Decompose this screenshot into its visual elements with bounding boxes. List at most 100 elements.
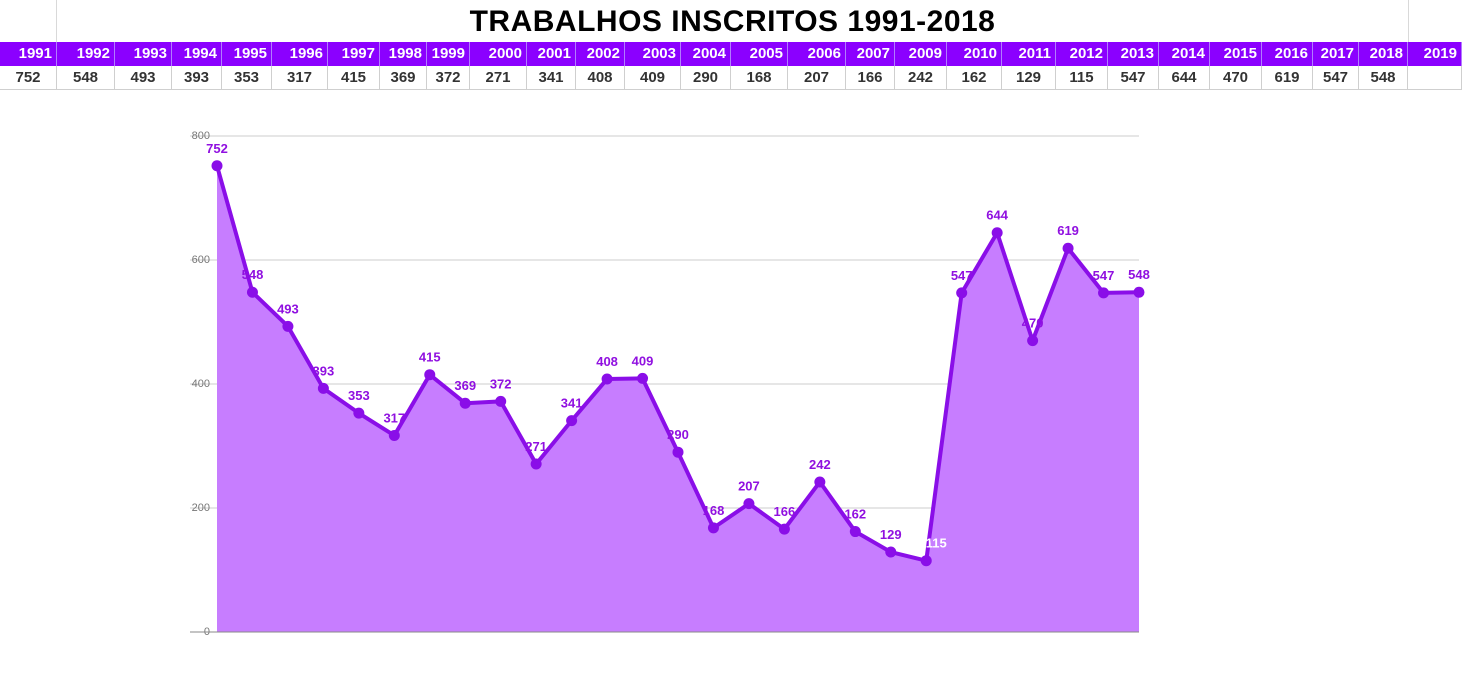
value-cell: 493 bbox=[115, 66, 172, 90]
data-label: 493 bbox=[277, 301, 299, 316]
data-label: 409 bbox=[632, 353, 654, 368]
value-cell: 162 bbox=[947, 66, 1002, 90]
year-header-cell: 2005 bbox=[731, 42, 788, 66]
value-cell: 207 bbox=[788, 66, 846, 90]
year-header-cell: 1994 bbox=[172, 42, 222, 66]
data-point bbox=[885, 546, 897, 558]
year-header-cell: 2014 bbox=[1159, 42, 1210, 66]
value-cell: 470 bbox=[1210, 66, 1262, 90]
data-table: 1991 752 1992 548 1993 493 1994 393 1995 353 1996 3… bbox=[0, 42, 1462, 90]
data-label: 168 bbox=[703, 503, 725, 518]
data-label: 393 bbox=[313, 363, 335, 378]
y-tick-label: 600 bbox=[192, 254, 210, 266]
year-header-cell: 2018 bbox=[1359, 42, 1408, 66]
year-header-cell: 2012 bbox=[1056, 42, 1108, 66]
y-tick-label: 200 bbox=[192, 502, 210, 514]
data-point bbox=[353, 407, 365, 419]
data-point bbox=[1062, 242, 1074, 254]
data-point bbox=[246, 286, 258, 298]
data-point bbox=[743, 498, 755, 510]
value-cell: 619 bbox=[1262, 66, 1313, 90]
data-point bbox=[1133, 286, 1145, 298]
data-label: 166 bbox=[774, 504, 796, 519]
data-point bbox=[707, 522, 719, 534]
year-header-cell: 2002 bbox=[576, 42, 625, 66]
data-label: 752 bbox=[206, 141, 228, 156]
year-header-cell: 2007 bbox=[846, 42, 895, 66]
year-header-cell: 2004 bbox=[681, 42, 731, 66]
value-cell: 547 bbox=[1108, 66, 1159, 90]
year-header-cell: 2011 bbox=[1002, 42, 1056, 66]
value-cell: 369 bbox=[380, 66, 427, 90]
value-cell bbox=[1408, 66, 1462, 90]
year-header-cell: 2003 bbox=[625, 42, 681, 66]
year-header-cell: 2000 bbox=[470, 42, 527, 66]
year-header-cell: 2016 bbox=[1262, 42, 1313, 66]
year-header-cell: 2013 bbox=[1108, 42, 1159, 66]
data-point bbox=[991, 227, 1003, 239]
data-point bbox=[601, 373, 613, 385]
series-area bbox=[217, 165, 1139, 632]
data-point bbox=[814, 476, 826, 488]
value-cell: 168 bbox=[731, 66, 788, 90]
data-point bbox=[495, 395, 507, 407]
data-label: 341 bbox=[561, 396, 583, 411]
data-point bbox=[317, 382, 329, 394]
data-point bbox=[282, 320, 294, 332]
value-cell: 415 bbox=[328, 66, 380, 90]
data-point bbox=[566, 415, 578, 427]
value-cell: 408 bbox=[576, 66, 625, 90]
value-cell: 393 bbox=[172, 66, 222, 90]
data-label: 317 bbox=[383, 410, 405, 425]
data-point bbox=[920, 555, 932, 567]
data-label: 415 bbox=[419, 350, 441, 365]
year-header-cell: 2001 bbox=[527, 42, 576, 66]
value-cell: 290 bbox=[681, 66, 731, 90]
data-point bbox=[1027, 335, 1039, 347]
data-label: 129 bbox=[880, 527, 902, 542]
value-cell: 242 bbox=[895, 66, 947, 90]
value-cell: 317 bbox=[272, 66, 328, 90]
data-label: 372 bbox=[490, 376, 512, 391]
data-point bbox=[778, 523, 790, 535]
year-header-cell: 2009 bbox=[895, 42, 947, 66]
year-header-cell: 1995 bbox=[222, 42, 272, 66]
data-label: 271 bbox=[525, 439, 547, 454]
data-label: 547 bbox=[1093, 268, 1115, 283]
value-cell: 548 bbox=[57, 66, 115, 90]
data-point bbox=[459, 397, 471, 409]
year-header-cell: 1992 bbox=[57, 42, 115, 66]
data-label: 207 bbox=[738, 479, 760, 494]
data-label: 290 bbox=[667, 427, 689, 442]
year-header-cell: 1996 bbox=[272, 42, 328, 66]
data-label: 353 bbox=[348, 388, 370, 403]
year-header-cell: 1998 bbox=[380, 42, 427, 66]
y-tick-label: 800 bbox=[192, 130, 210, 142]
data-label: 115 bbox=[926, 536, 947, 551]
data-point bbox=[849, 526, 861, 538]
data-label: 470 bbox=[1022, 316, 1044, 331]
data-label: 547 bbox=[951, 268, 973, 283]
value-cell: 341 bbox=[527, 66, 576, 90]
value-cell: 271 bbox=[470, 66, 527, 90]
data-point bbox=[637, 372, 649, 384]
data-point bbox=[530, 458, 542, 470]
title-row: TRABALHOS INSCRITOS 1991-2018 bbox=[0, 0, 1462, 42]
data-point bbox=[424, 369, 436, 381]
data-label: 408 bbox=[596, 354, 618, 369]
value-cell: 166 bbox=[846, 66, 895, 90]
year-header-cell: 1991 bbox=[0, 42, 57, 66]
year-header-cell: 2019 bbox=[1408, 42, 1462, 66]
value-cell: 644 bbox=[1159, 66, 1210, 90]
value-cell: 409 bbox=[625, 66, 681, 90]
title-blank-cell-right bbox=[1408, 0, 1462, 42]
data-label: 242 bbox=[809, 457, 831, 472]
year-header-cell: 1999 bbox=[427, 42, 470, 66]
year-header-cell: 1997 bbox=[328, 42, 380, 66]
data-point bbox=[1098, 287, 1110, 299]
value-cell: 548 bbox=[1359, 66, 1408, 90]
data-label: 548 bbox=[242, 267, 264, 282]
data-point bbox=[672, 446, 684, 458]
page-title: TRABALHOS INSCRITOS 1991-2018 bbox=[469, 5, 996, 38]
